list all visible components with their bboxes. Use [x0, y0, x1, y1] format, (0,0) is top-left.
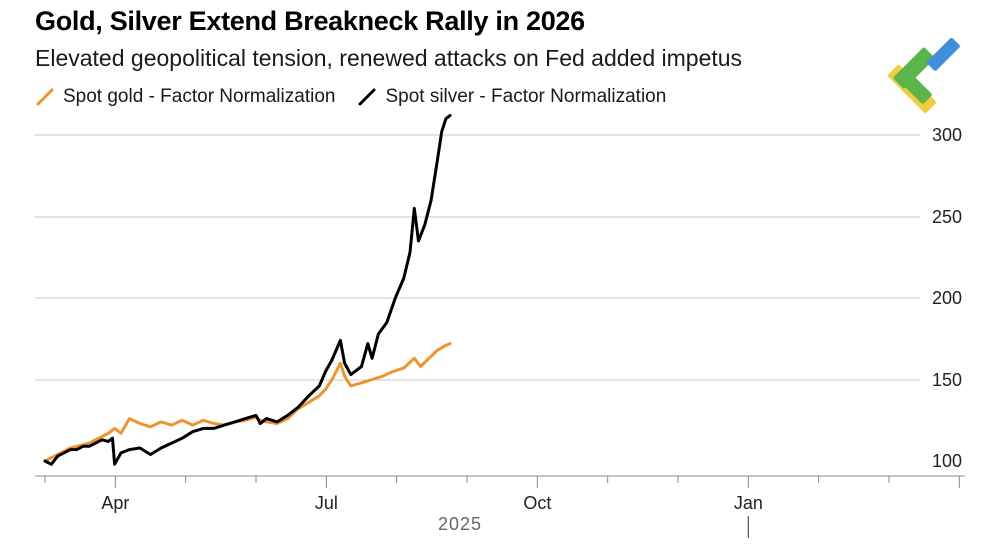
x-tick-label-jul: Jul	[315, 493, 338, 513]
legend-label-silver: Spot silver - Factor Normalization	[385, 86, 667, 107]
y-tick-label-250: 250	[932, 207, 962, 227]
chart-legend: Spot gold - Factor Normalization Spot si…	[35, 86, 688, 108]
y-tick-label-100: 100	[932, 451, 962, 471]
series-line-spot-gold	[43, 342, 452, 463]
legend-swatch-silver	[358, 88, 376, 106]
x-tick-label-apr: Apr	[101, 493, 129, 513]
y-tick-label-150: 150	[932, 370, 962, 390]
legend-item-gold: Spot gold - Factor Normalization	[35, 86, 335, 108]
chart-title: Gold, Silver Extend Breakneck Rally in 2…	[35, 6, 585, 36]
legend-item-silver: Spot silver - Factor Normalization	[357, 86, 666, 108]
x-tick-label-jan: Jan	[734, 493, 763, 513]
x-tick-label-oct: Oct	[523, 493, 551, 513]
x-year-label: 2025	[438, 514, 482, 534]
series-line-spot-silver	[43, 113, 452, 466]
brand-logo-icon	[888, 38, 960, 113]
legend-swatch-gold	[36, 88, 54, 106]
y-tick-label-200: 200	[932, 288, 962, 308]
chart-subtitle: Elevated geopolitical tension, renewed a…	[35, 45, 743, 71]
y-tick-label-300: 300	[932, 125, 962, 145]
legend-label-gold: Spot gold - Factor Normalization	[63, 86, 336, 107]
